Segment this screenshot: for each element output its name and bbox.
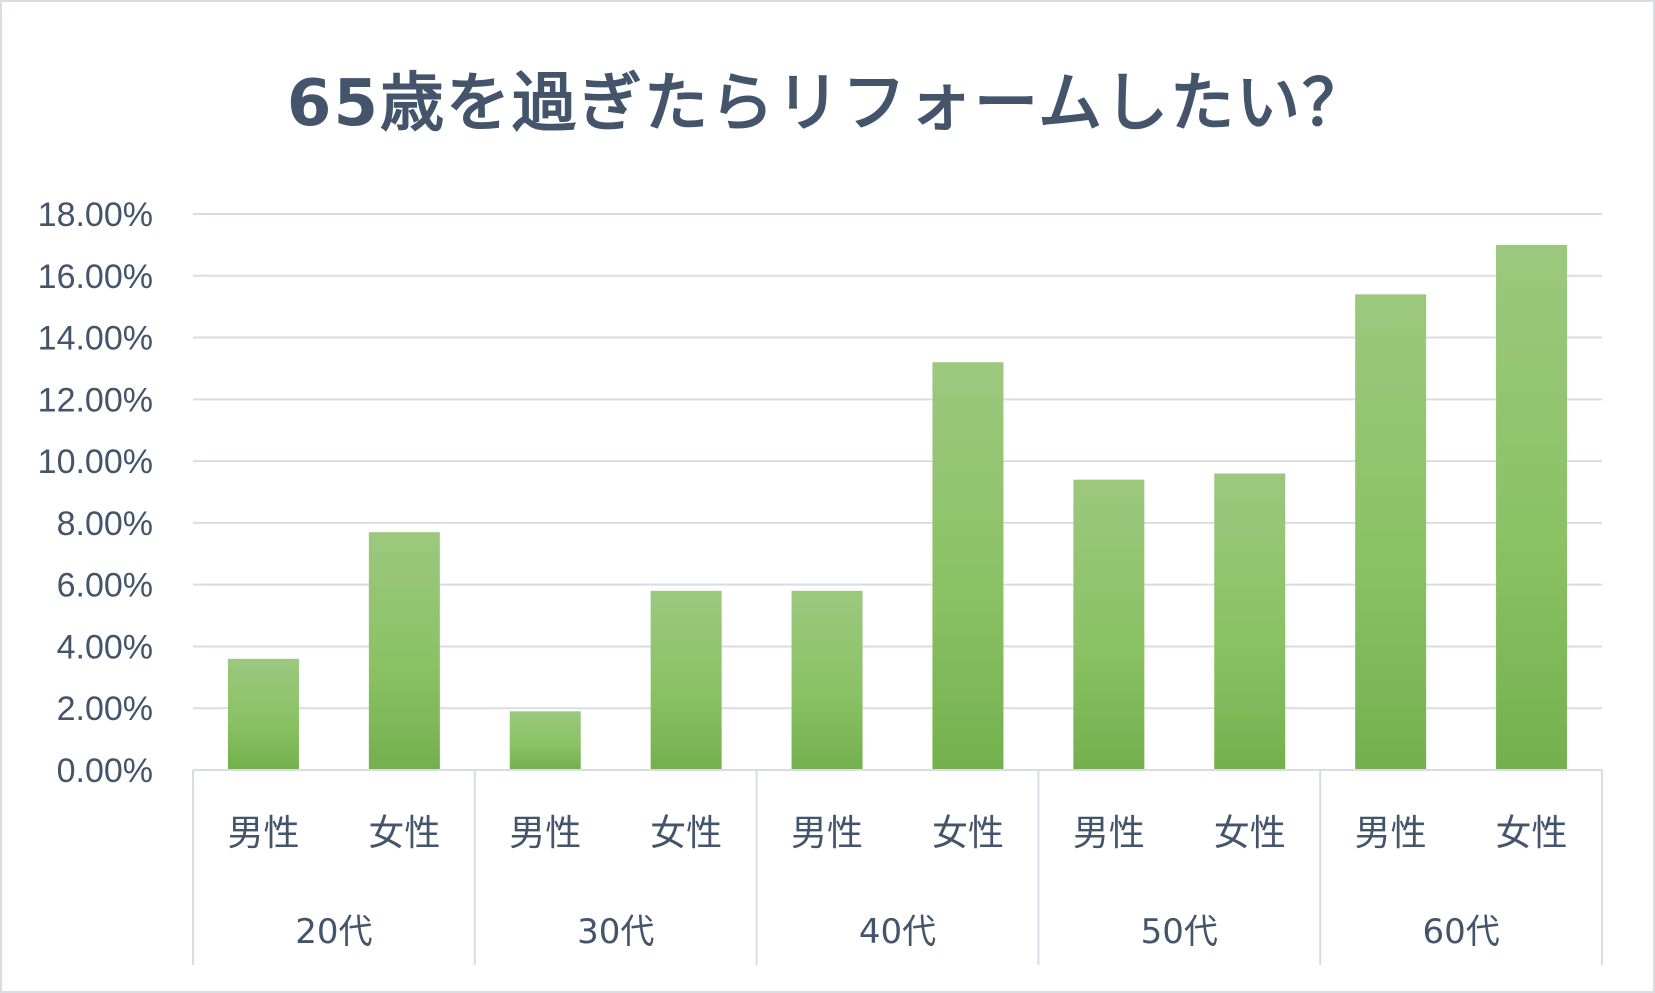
category-label: 男性 bbox=[227, 813, 299, 854]
bar bbox=[1496, 244, 1568, 770]
bar bbox=[509, 711, 581, 770]
y-tick-label: 14.00% bbox=[38, 320, 153, 358]
bars bbox=[227, 244, 1568, 770]
bar bbox=[227, 658, 299, 770]
bar bbox=[1214, 473, 1286, 770]
bar bbox=[368, 532, 440, 770]
category-label: 女性 bbox=[1214, 813, 1286, 854]
y-tick-label: 2.00% bbox=[57, 690, 153, 728]
y-tick-label: 4.00% bbox=[57, 628, 153, 666]
group-label: 30代 bbox=[577, 912, 654, 952]
bar bbox=[1355, 294, 1427, 770]
bar bbox=[791, 590, 863, 770]
y-axis-ticks: 0.00% 2.00% 4.00% 6.00% 8.00% 10.00% 12.00% 14.… bbox=[38, 196, 153, 790]
bar bbox=[650, 590, 722, 770]
x-axis: 男性 女性 男性 女性 男性 女性 男性 女性 男性 女性 20代 30代 40代 50代 60代 bbox=[192, 769, 1603, 965]
y-tick-label: 10.00% bbox=[38, 443, 153, 481]
group-label: 20代 bbox=[295, 912, 372, 952]
y-tick-label: 6.00% bbox=[57, 567, 153, 605]
y-tick-label: 18.00% bbox=[38, 196, 153, 234]
bar bbox=[932, 362, 1004, 770]
category-label: 女性 bbox=[368, 813, 440, 854]
category-label: 男性 bbox=[509, 813, 581, 854]
group-label: 60代 bbox=[1422, 912, 1499, 952]
y-tick-label: 12.00% bbox=[38, 381, 153, 419]
category-label: 女性 bbox=[1496, 813, 1568, 854]
category-label: 女性 bbox=[650, 813, 722, 854]
category-label: 女性 bbox=[932, 813, 1004, 854]
y-tick-label: 16.00% bbox=[38, 258, 153, 296]
category-label: 男性 bbox=[791, 813, 863, 854]
y-tick-label: 0.00% bbox=[57, 752, 153, 790]
category-label: 男性 bbox=[1355, 813, 1427, 854]
chart-title: 65歳を過ぎたらリフォームしたい？ bbox=[286, 67, 1369, 141]
y-tick-label: 8.00% bbox=[57, 505, 153, 543]
bar bbox=[1073, 479, 1145, 770]
category-label: 男性 bbox=[1073, 813, 1145, 854]
group-label: 50代 bbox=[1141, 912, 1218, 952]
group-label: 40代 bbox=[859, 912, 936, 952]
